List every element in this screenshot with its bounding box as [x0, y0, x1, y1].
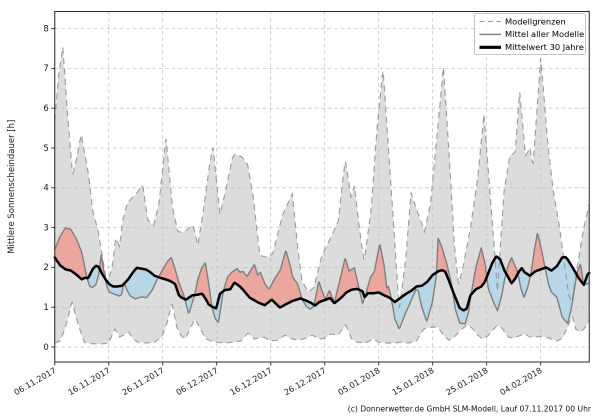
x-tick-label-4: 16.12.2017 — [228, 365, 274, 397]
model-lower-bound-line — [54, 301, 590, 345]
copyright-footer: (c) Donnerwetter.de GmbH SLM-Modell, Lau… — [348, 405, 592, 414]
x-tick-label-3: 06.12.2017 — [174, 365, 220, 397]
x-tick-label-5: 26.12.2017 — [282, 365, 328, 397]
x-tick-label-9: 04.02.2018 — [498, 365, 544, 397]
plot-border — [54, 11, 590, 363]
y-tick-label-2: 2 — [43, 263, 48, 273]
y-tick-label-4: 4 — [43, 184, 48, 194]
x-tick-label-7: 15.01.2018 — [390, 365, 436, 397]
x-tick-label-1: 16.11.2017 — [66, 365, 112, 397]
climate-mean-line — [53, 255, 591, 312]
x-tick-label-8: 25.01.2018 — [444, 365, 490, 397]
y-tick-label-8: 8 — [43, 24, 48, 34]
legend: Modellgrenzen Mittel aller Modelle Mittelw… — [474, 13, 586, 55]
y-tick-label-6: 6 — [43, 104, 48, 114]
model-range-band — [54, 47, 590, 344]
x-tick-label-6: 05.01.2018 — [336, 365, 382, 397]
legend-label-2: Mittelwert 30 Jahre — [505, 42, 584, 52]
y-tick-label-3: 3 — [43, 223, 48, 233]
y-tick-label-5: 5 — [43, 144, 48, 154]
y-tick-label-7: 7 — [43, 64, 48, 74]
model-mean-line — [54, 226, 590, 330]
y-tick-label-1: 1 — [43, 303, 48, 313]
y-tick-label-0: 0 — [43, 343, 48, 353]
y-axis-label: Mittlere Sonnenscheindauer [h] — [7, 120, 17, 254]
legend-label-1: Mittel aller Modelle — [505, 29, 584, 39]
legend-box — [474, 13, 586, 55]
legend-label-0: Modellgrenzen — [505, 16, 566, 26]
x-tick-label-0: 06.11.2017 — [12, 365, 58, 397]
x-tick-label-2: 26.11.2017 — [120, 365, 166, 397]
